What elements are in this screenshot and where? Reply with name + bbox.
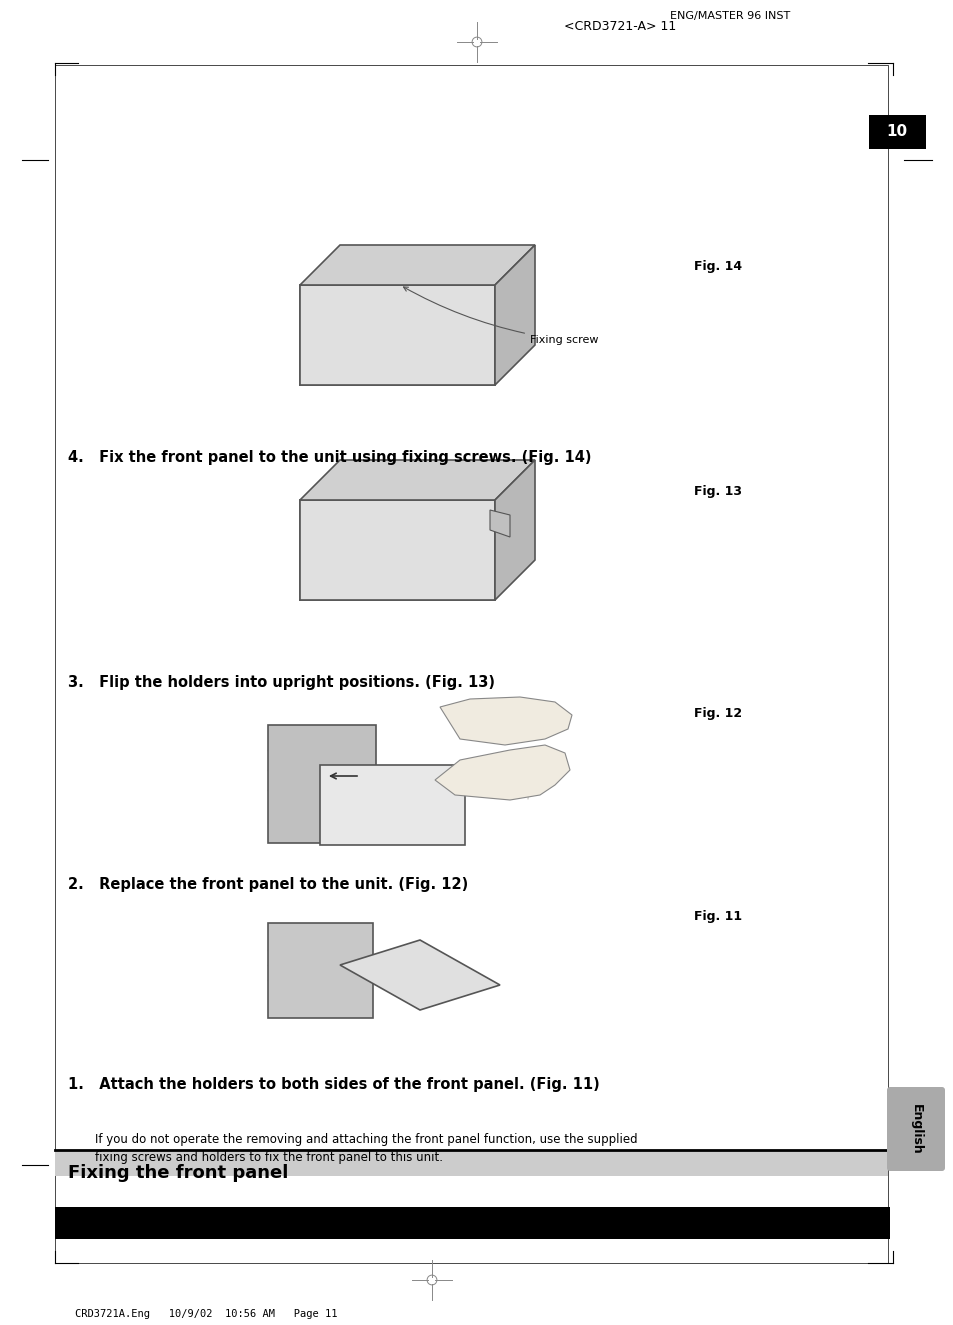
Text: 4.   Fix the front panel to the unit using fixing screws. (Fig. 14): 4. Fix the front panel to the unit using… [68, 451, 591, 465]
Text: <CRD3721-A> 11: <CRD3721-A> 11 [563, 20, 676, 33]
Text: 10: 10 [885, 125, 906, 139]
Polygon shape [495, 460, 535, 600]
Polygon shape [495, 245, 535, 386]
Text: 3.   Flip the holders into upright positions. (Fig. 13): 3. Flip the holders into upright positio… [68, 674, 495, 690]
Polygon shape [299, 460, 535, 500]
Polygon shape [435, 745, 569, 800]
Bar [55, 1150, 887, 1177]
Bar [299, 285, 495, 386]
Bar [55, 1207, 889, 1239]
Text: If you do not operate the removing and attaching the front panel function, use t: If you do not operate the removing and a… [95, 1133, 637, 1165]
Text: CRD3721A.Eng   10/9/02  10:56 AM   Page 11: CRD3721A.Eng 10/9/02 10:56 AM Page 11 [75, 1309, 337, 1318]
Text: Fixing screw: Fixing screw [403, 288, 598, 344]
Text: Fig. 14: Fig. 14 [693, 260, 741, 273]
FancyBboxPatch shape [886, 1086, 944, 1171]
Text: Fig. 13: Fig. 13 [693, 485, 741, 498]
Bar [299, 500, 495, 600]
Text: 1.   Attach the holders to both sides of the front panel. (Fig. 11): 1. Attach the holders to both sides of t… [68, 1077, 599, 1092]
Polygon shape [339, 939, 499, 1010]
Polygon shape [439, 697, 572, 745]
Bar [868, 115, 925, 148]
Bar [55, 65, 887, 1263]
Bar [268, 725, 375, 843]
Text: Fig. 11: Fig. 11 [693, 910, 741, 924]
Text: ENG/MASTER 96 INST: ENG/MASTER 96 INST [669, 11, 789, 21]
Text: Fig. 12: Fig. 12 [693, 708, 741, 719]
Text: English: English [908, 1104, 922, 1154]
Bar [319, 765, 464, 845]
Text: Fixing the front panel: Fixing the front panel [68, 1163, 288, 1182]
Polygon shape [299, 245, 535, 285]
Bar [268, 924, 373, 1018]
Text: 2.   Replace the front panel to the unit. (Fig. 12): 2. Replace the front panel to the unit. … [68, 877, 468, 892]
Polygon shape [490, 510, 510, 537]
